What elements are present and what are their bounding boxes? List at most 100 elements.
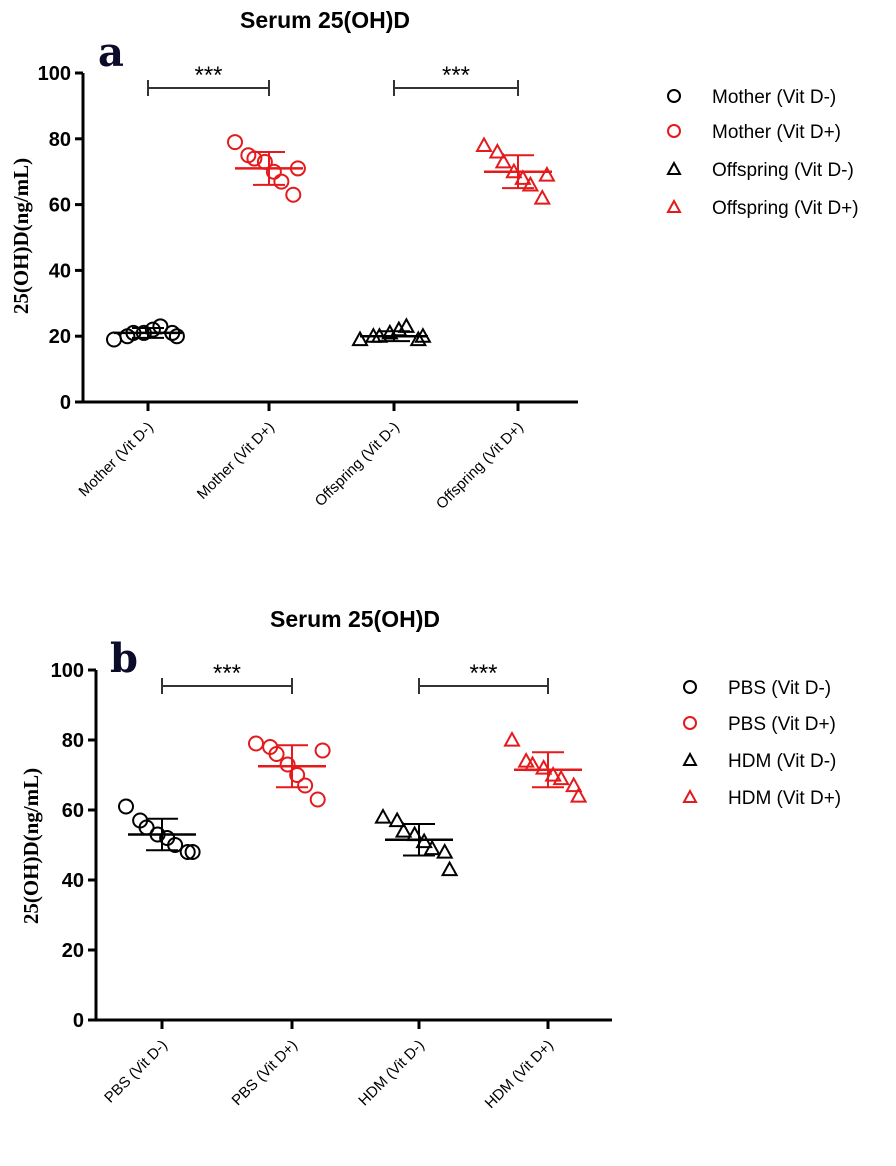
- series-a-2: [351, 317, 432, 347]
- data-point: [168, 328, 185, 345]
- significance-label: ***: [442, 62, 470, 89]
- data-point: [227, 134, 243, 151]
- data-point: [503, 730, 521, 747]
- significance-label: ***: [213, 660, 241, 687]
- legend-marker: [683, 680, 697, 694]
- legend-label: Offspring (Vit D+): [712, 198, 859, 219]
- significance-bracket: ***: [147, 62, 270, 96]
- y-tick-label: 40: [49, 260, 71, 282]
- data-point: [436, 842, 454, 859]
- legend-marker: [666, 160, 682, 175]
- data-point: [494, 152, 513, 169]
- data-point: [268, 746, 285, 762]
- chart-title-b: Serum 25(OH)D: [270, 606, 440, 632]
- y-tick-label: 20: [49, 326, 71, 348]
- data-point: [167, 837, 184, 853]
- legend-label: HDM (Vit D+): [728, 788, 841, 809]
- legend-label: PBS (Vit D-): [728, 678, 831, 699]
- significance-bracket: ***: [161, 660, 293, 694]
- x-tick-label: Mother (Vit D+): [194, 419, 278, 503]
- data-point: [517, 751, 535, 768]
- legend-entry: Mother (Vit D-): [667, 87, 836, 108]
- data-point: [475, 136, 493, 152]
- data-point: [565, 776, 583, 793]
- data-point: [394, 821, 413, 838]
- significance-label: ***: [194, 62, 222, 89]
- legend-entry: PBS (Vit D-): [683, 678, 831, 699]
- legend-entry: Offspring (Vit D+): [666, 198, 859, 219]
- data-point: [552, 769, 570, 786]
- y-axis-label-b: 25(OH)D(ng/mL): [19, 768, 43, 924]
- data-point: [488, 142, 507, 159]
- data-point: [273, 173, 290, 190]
- legend-entry: Offspring (Vit D-): [666, 160, 854, 181]
- series-b-1: [248, 735, 331, 808]
- panel-label-a: a: [98, 29, 124, 76]
- data-point: [289, 767, 306, 783]
- series-b-3: [503, 730, 588, 803]
- data-point: [409, 330, 427, 347]
- legend-label: HDM (Vit D-): [728, 751, 836, 772]
- data-point: [569, 786, 588, 803]
- x-tick-label: PBS (Vit D+): [229, 1037, 301, 1109]
- series-a-3: [475, 136, 556, 205]
- y-tick-label: 60: [62, 800, 84, 822]
- y-tick-label: 20: [62, 940, 84, 962]
- data-point: [538, 165, 556, 182]
- data-point: [533, 188, 551, 205]
- data-point: [440, 860, 459, 877]
- data-point: [544, 765, 562, 782]
- legend-entry: PBS (Vit D+): [683, 714, 836, 735]
- legend-marker: [667, 89, 681, 103]
- data-point: [351, 330, 369, 347]
- legend-entry: Mother (Vit D+): [667, 122, 841, 143]
- significance-label: ***: [469, 660, 497, 687]
- legend-b: PBS (Vit D-) PBS (Vit D+) HDM (Vit D-) HDM …: [682, 678, 841, 809]
- series-a-0: [106, 318, 185, 348]
- legend-marker: [666, 198, 682, 213]
- legend-marker: [667, 124, 681, 138]
- x-tick-label: HDM (Vit D+): [482, 1037, 557, 1112]
- data-point: [179, 844, 196, 860]
- data-point: [388, 811, 406, 828]
- data-point: [279, 756, 296, 773]
- data-point: [297, 777, 314, 794]
- y-tick-label: 80: [49, 129, 71, 151]
- data-point: [521, 175, 540, 192]
- legend-label: Offspring (Vit D-): [712, 160, 854, 181]
- legend-marker: [683, 716, 697, 730]
- y-tick-label: 100: [51, 660, 84, 682]
- data-point: [106, 331, 122, 348]
- data-point: [285, 186, 302, 203]
- y-tick-label: 40: [62, 870, 84, 892]
- x-tick-label: Offspring (Vit D-): [312, 419, 403, 510]
- data-point: [309, 791, 326, 808]
- legend-label: Mother (Vit D+): [712, 122, 841, 143]
- x-tick-label: PBS (Vit D-): [101, 1037, 171, 1107]
- data-point: [374, 807, 392, 824]
- legend-entry: HDM (Vit D-): [682, 751, 836, 772]
- panel-b: Serum 25(OH)D b 25(OH)D(ng/mL) 0 20 40 60 80…: [19, 606, 841, 1112]
- y-tick-label: 0: [73, 1010, 84, 1032]
- legend-label: PBS (Vit D+): [728, 714, 836, 735]
- y-tick-label: 0: [60, 392, 71, 414]
- data-point: [265, 163, 282, 180]
- data-point: [118, 798, 134, 815]
- significance-bracket: ***: [418, 660, 549, 694]
- y-tick-label: 100: [38, 63, 71, 85]
- series-b-0: [118, 798, 201, 860]
- data-point: [314, 742, 331, 759]
- y-axis-label-a: 25(OH)D(ng/mL): [9, 158, 33, 314]
- panel-label-b: b: [110, 635, 138, 682]
- legend-entry: HDM (Vit D+): [682, 788, 841, 809]
- series-b-2: [374, 807, 459, 877]
- data-point: [144, 321, 161, 338]
- legend-marker: [682, 788, 698, 803]
- data-point: [514, 169, 532, 185]
- legend-a: Mother (Vit D-) Mother (Vit D+) Offspring …: [666, 87, 859, 219]
- chart-title-a: Serum 25(OH)D: [240, 7, 410, 33]
- significance-bracket: ***: [393, 62, 519, 96]
- data-point: [184, 844, 201, 860]
- x-tick-label: HDM (Vit D-): [355, 1037, 428, 1110]
